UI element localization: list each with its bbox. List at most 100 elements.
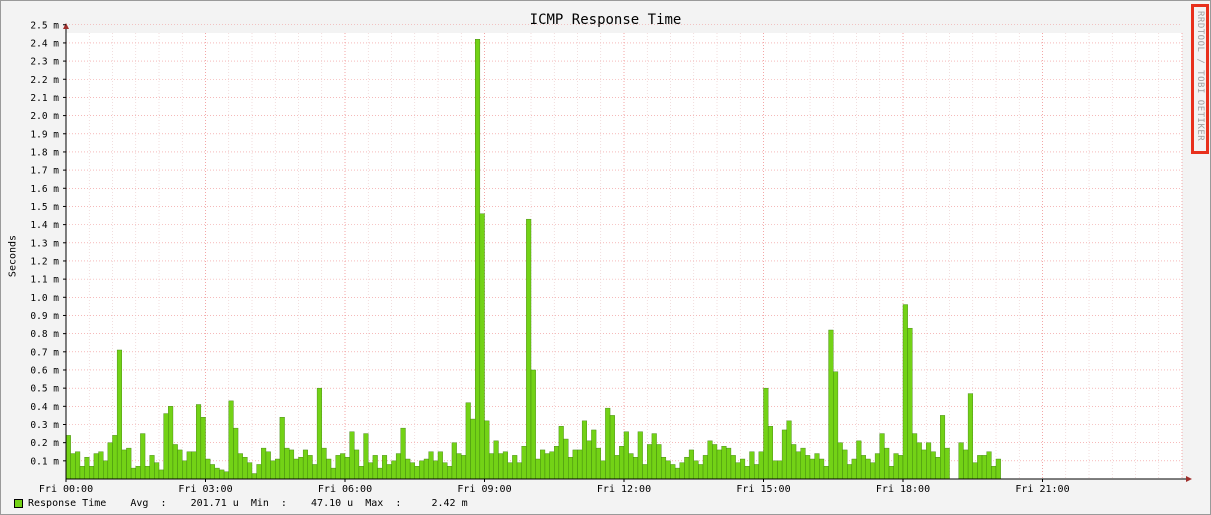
data-bar <box>302 449 308 480</box>
y-tick-label: 2.0 m <box>30 111 59 122</box>
data-bar <box>958 442 964 480</box>
data-bar <box>581 420 588 480</box>
data-bar <box>735 462 741 480</box>
data-bar <box>902 304 908 480</box>
data-bar <box>568 456 574 480</box>
data-bar <box>814 453 820 480</box>
data-bar <box>233 427 239 480</box>
x-tick-label: Fri 09:00 <box>457 484 511 495</box>
y-tick-label: 0.5 m <box>30 384 59 395</box>
data-bar <box>591 429 597 480</box>
y-tick-label: 1.5 m <box>30 202 59 213</box>
data-bar <box>828 329 834 480</box>
y-tick-label: 0.1 m <box>30 456 59 467</box>
data-bar <box>702 455 708 480</box>
data-bar <box>540 449 546 480</box>
data-bar <box>609 415 615 480</box>
data-bar <box>423 458 429 480</box>
data-bar <box>293 458 299 480</box>
data-bar <box>391 460 397 480</box>
x-tick-label: Fri 21:00 <box>1015 484 1069 495</box>
data-bar <box>107 442 113 480</box>
y-tick-label: 1.0 m <box>30 293 59 304</box>
data-bar <box>270 460 276 480</box>
y-tick-label: 0.9 m <box>30 311 59 322</box>
data-bar <box>358 466 364 480</box>
data-bar <box>256 464 262 480</box>
y-tick-label: 0.6 m <box>30 365 59 376</box>
data-bar <box>521 446 527 480</box>
data-bar <box>326 458 332 480</box>
data-bar <box>674 467 681 480</box>
data-bar <box>298 456 304 480</box>
data-bar <box>926 442 932 480</box>
data-bar <box>870 462 876 480</box>
data-bar <box>558 426 564 480</box>
data-bar <box>907 327 913 480</box>
y-tick-label: 0.3 m <box>30 420 59 431</box>
data-bar <box>833 371 839 480</box>
data-bar <box>442 462 448 480</box>
data-bar <box>168 406 174 480</box>
data-bar <box>874 453 880 480</box>
data-bar <box>688 449 694 480</box>
data-bar <box>251 473 257 480</box>
y-tick-label: 0.2 m <box>30 438 59 449</box>
data-bar <box>623 431 629 480</box>
data-bar <box>754 464 760 480</box>
data-bar <box>865 458 871 480</box>
legend-max-name: Max <box>365 498 384 509</box>
data-bar <box>963 449 969 480</box>
y-tick-label: 0.4 m <box>30 402 59 413</box>
data-bar <box>809 458 815 480</box>
data-bar <box>823 466 829 480</box>
data-bar <box>879 433 885 480</box>
data-bar <box>679 462 685 480</box>
data-bar <box>712 444 718 480</box>
y-tick-label: 1.4 m <box>30 220 59 231</box>
data-bar <box>75 451 81 480</box>
data-bar <box>837 442 843 480</box>
data-bar <box>693 460 699 480</box>
data-bar <box>912 433 918 480</box>
data-bar <box>112 435 118 480</box>
y-tick-label: 1.1 m <box>30 275 59 286</box>
data-bar <box>749 451 755 480</box>
y-tick-label: 1.6 m <box>30 184 59 195</box>
legend-series-label: Response Time <box>28 498 107 509</box>
legend: Response Time Avg : 201.71 u Min : 47.10… <box>14 498 468 509</box>
data-bar <box>79 466 85 480</box>
legend-min-value: 47.10 u <box>311 498 354 509</box>
data-bar <box>265 451 271 480</box>
data-bar <box>437 451 443 480</box>
data-bar <box>98 451 104 480</box>
data-bar <box>800 447 806 480</box>
data-bar <box>321 447 327 480</box>
data-bar <box>991 466 997 480</box>
data-bar <box>400 427 406 480</box>
data-bar <box>209 464 215 480</box>
data-bar <box>516 462 522 480</box>
data-bar <box>177 449 183 480</box>
data-bar <box>893 453 899 480</box>
data-bar <box>479 213 485 480</box>
x-tick-label: Fri 18:00 <box>876 484 930 495</box>
data-bar <box>465 402 471 480</box>
data-bar <box>661 456 667 480</box>
watermark-text: RRDTOOL / TOBI OETIKER <box>1195 11 1205 142</box>
x-tick-label: Fri 12:00 <box>597 484 651 495</box>
data-bar <box>116 349 123 480</box>
data-bar <box>289 449 295 480</box>
data-bar <box>349 431 355 480</box>
data-bar <box>242 456 248 480</box>
data-bar <box>172 444 178 480</box>
data-bar <box>470 418 476 480</box>
data-bar <box>484 420 490 480</box>
data-bars <box>65 39 1001 480</box>
data-bar <box>461 455 467 480</box>
data-bar <box>368 462 374 480</box>
y-tick-label: 1.9 m <box>30 129 59 140</box>
data-bar <box>340 453 346 480</box>
data-bar <box>316 387 322 480</box>
